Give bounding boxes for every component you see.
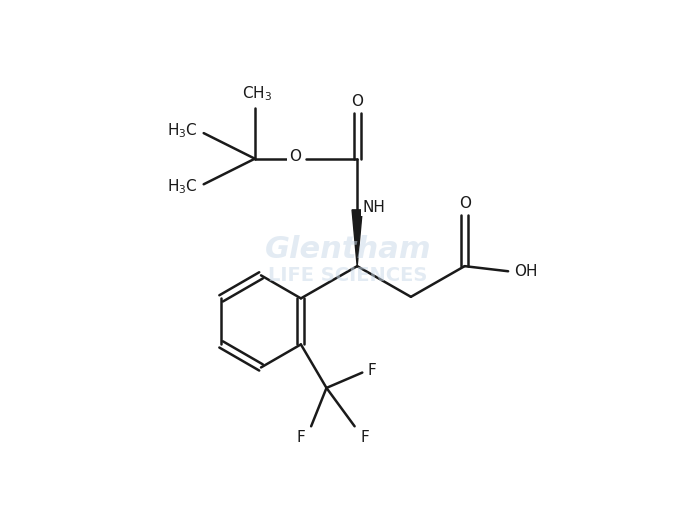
Text: NH: NH (362, 200, 385, 215)
Text: H$_3$C: H$_3$C (167, 121, 198, 140)
Text: LIFE SCIENCES: LIFE SCIENCES (269, 266, 427, 285)
Text: CH$_3$: CH$_3$ (242, 84, 272, 102)
Text: F: F (296, 430, 306, 445)
Text: H$_3$C: H$_3$C (167, 177, 198, 196)
Text: OH: OH (514, 264, 538, 279)
Text: Glentham: Glentham (264, 235, 432, 264)
Text: O: O (351, 94, 363, 109)
Text: F: F (367, 362, 376, 378)
Polygon shape (352, 210, 363, 266)
Text: O: O (289, 149, 301, 164)
Text: F: F (361, 430, 370, 445)
Text: O: O (459, 196, 470, 211)
